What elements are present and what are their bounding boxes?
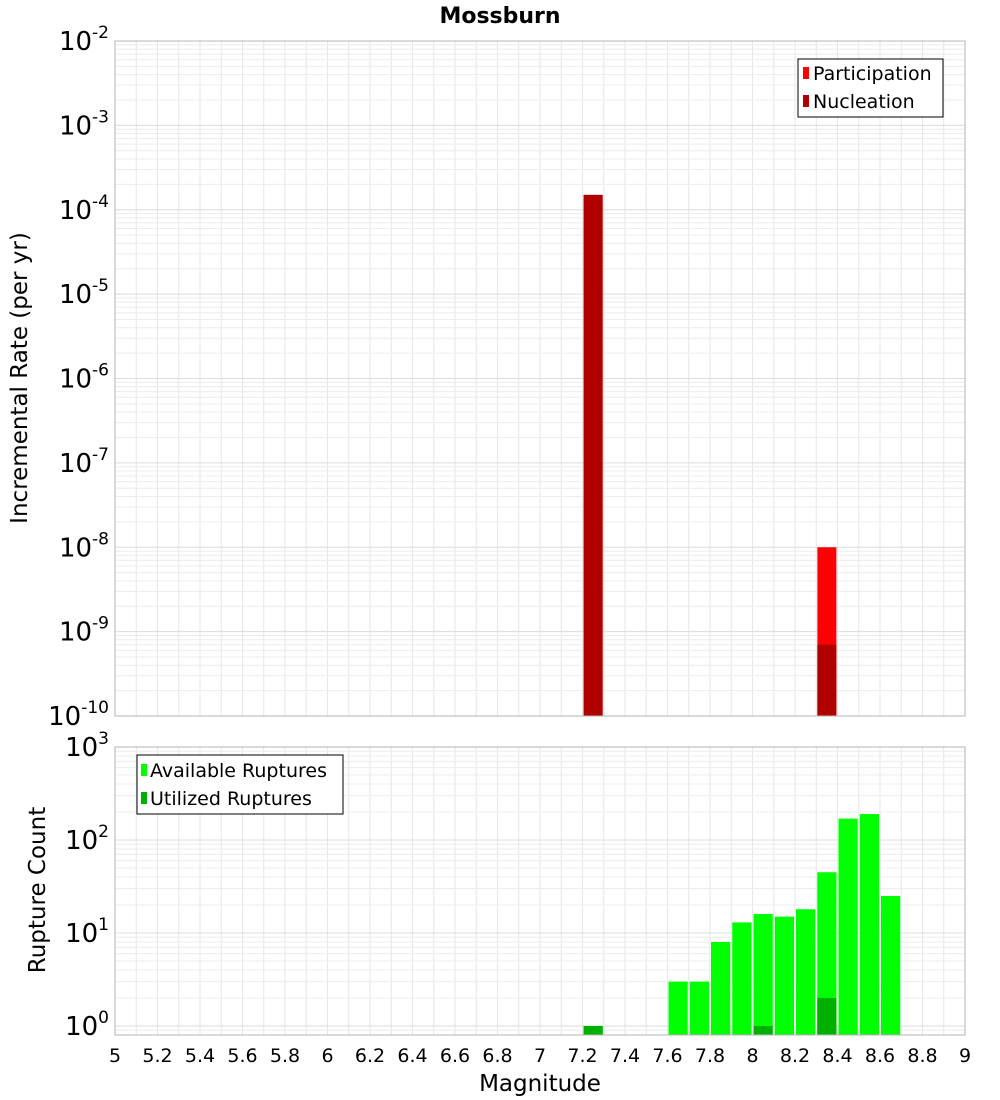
rate-legend-box [797, 58, 944, 118]
rate-y-tick-label: 10-5 [59, 276, 109, 310]
rate-y-tick-label: 10-8 [59, 529, 109, 563]
count-bar-available-ruptures [817, 872, 837, 1035]
magnitude-x-axis-label: Magnitude [479, 1071, 601, 1097]
ticks-layer: 10-10 10-9 10-8 10-7 10-6 10-5 10-4 10-3 10-2 100… [48, 23, 971, 1067]
rate-bar-nucleation [817, 644, 837, 716]
count-bar-available-ruptures [796, 909, 816, 1035]
rate-y-tick-label: 10-6 [59, 361, 109, 395]
x-tick-label: 8 [746, 1045, 758, 1067]
count-y-tick-label: 101 [65, 915, 109, 949]
x-tick-label: 5.6 [227, 1045, 257, 1067]
legend-label-participation: Participation [813, 63, 932, 85]
rate-legend: Participation Nucleation [797, 58, 944, 118]
count-legend: Available Ruptures Utilized Ruptures [136, 754, 344, 815]
rate-y-tick-label: 10-3 [59, 107, 109, 141]
count-y-tick-label: 100 [65, 1008, 109, 1042]
legend-swatch-available-ruptures [141, 764, 147, 776]
count-y-tick-label: 102 [65, 822, 109, 856]
x-tick-label: 5 [109, 1045, 121, 1067]
x-tick-label: 9 [959, 1045, 971, 1067]
count-bar-utilized-ruptures [583, 1025, 603, 1035]
bars-layer [583, 194, 901, 1035]
chart-title: Mossburn [439, 4, 560, 29]
legend-label-available-ruptures: Available Ruptures [150, 760, 327, 782]
legend-swatch-nucleation [803, 95, 809, 107]
x-tick-label: 5.2 [142, 1045, 172, 1067]
rate-y-axis-label: Incremental Rate (per yr) [7, 232, 33, 524]
count-bar-available-ruptures [689, 981, 709, 1035]
count-bar-utilized-ruptures [817, 997, 837, 1035]
x-tick-label: 6.2 [355, 1045, 385, 1067]
count-bar-available-ruptures [859, 814, 879, 1035]
grid-layer [114, 40, 966, 1036]
count-bar-available-ruptures [711, 942, 731, 1035]
x-tick-label: 5.4 [185, 1045, 215, 1067]
count-y-tick-label: 103 [65, 729, 109, 763]
x-tick-label: 7.2 [567, 1045, 597, 1067]
rate-y-tick-label: 10-10 [48, 698, 109, 732]
rate-bar-nucleation [583, 194, 603, 716]
legend-label-utilized-ruptures: Utilized Ruptures [150, 788, 312, 810]
count-bar-utilized-ruptures [753, 1025, 773, 1035]
rate-y-tick-label: 10-9 [59, 614, 109, 648]
legend-swatch-participation [803, 67, 809, 79]
x-tick-label: 6 [321, 1045, 333, 1067]
count-bar-available-ruptures [774, 916, 794, 1035]
rate-plot-frame [114, 40, 966, 717]
x-tick-label: 7 [534, 1045, 546, 1067]
legend-label-nucleation: Nucleation [813, 91, 915, 113]
count-y-axis-label: Rupture Count [25, 807, 51, 973]
x-tick-label: 6.4 [397, 1045, 427, 1067]
count-bar-available-ruptures [753, 914, 773, 1035]
count-bar-available-ruptures [838, 818, 858, 1035]
legend-swatch-utilized-ruptures [141, 792, 147, 804]
count-legend-box [136, 754, 344, 815]
count-bar-available-ruptures [668, 981, 688, 1035]
rate-y-tick-label: 10-2 [59, 23, 109, 57]
count-bar-available-ruptures [881, 895, 901, 1035]
x-tick-label: 7.4 [610, 1045, 640, 1067]
x-tick-label: 8.4 [822, 1045, 852, 1067]
x-tick-label: 7.6 [652, 1045, 682, 1067]
x-tick-label: 8.8 [907, 1045, 937, 1067]
x-tick-label: 6.8 [482, 1045, 512, 1067]
x-tick-label: 7.8 [695, 1045, 725, 1067]
x-tick-label: 6.6 [440, 1045, 470, 1067]
rate-y-tick-label: 10-4 [59, 192, 109, 226]
x-tick-label: 8.6 [865, 1045, 895, 1067]
rate-y-tick-label: 10-7 [59, 445, 109, 479]
count-plot-frame [114, 746, 966, 1036]
frame-layer [114, 40, 966, 1036]
x-tick-label: 8.2 [780, 1045, 810, 1067]
x-tick-label: 5.8 [270, 1045, 300, 1067]
count-bar-available-ruptures [732, 922, 752, 1035]
